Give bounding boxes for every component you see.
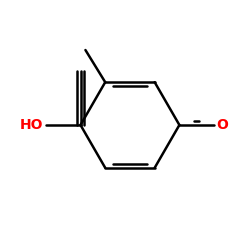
Text: O: O: [216, 118, 228, 132]
Text: HO: HO: [20, 118, 44, 132]
